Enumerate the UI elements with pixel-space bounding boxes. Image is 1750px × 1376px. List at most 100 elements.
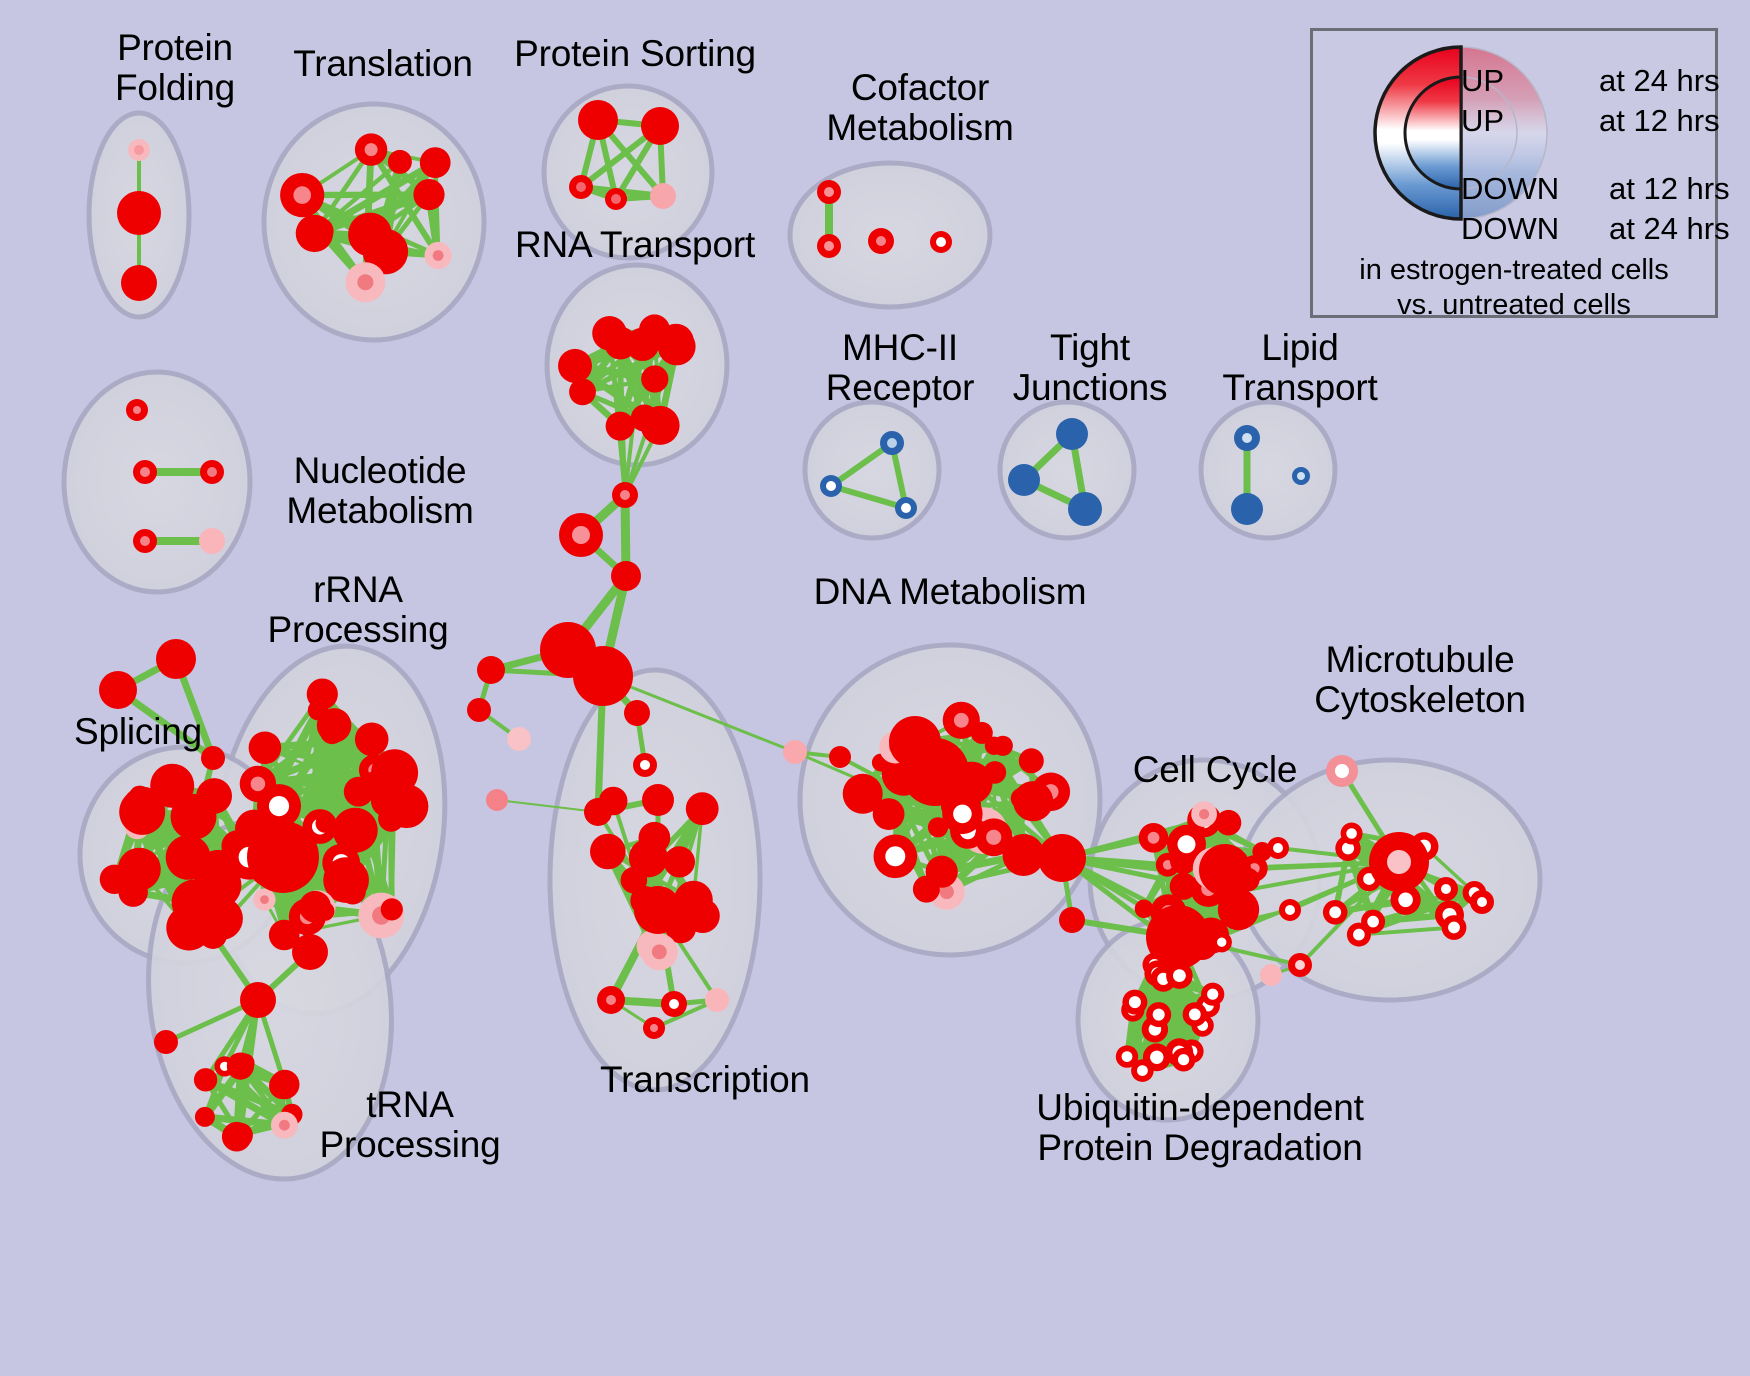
network-node xyxy=(240,982,276,1018)
node-inner-core xyxy=(1441,884,1451,894)
node-inner-core xyxy=(669,999,679,1009)
node-outer-ring xyxy=(658,323,694,360)
network-node xyxy=(1215,809,1242,836)
node-outer-ring xyxy=(378,805,405,832)
node-inner-core xyxy=(887,438,897,448)
node-inner-core xyxy=(1207,988,1219,1000)
node-outer-ring xyxy=(467,698,491,722)
network-node xyxy=(269,1072,296,1100)
node-inner-core xyxy=(1121,1051,1133,1062)
legend-time-1: at 12 hrs xyxy=(1599,103,1720,138)
node-inner-core xyxy=(901,503,911,513)
node-outer-ring xyxy=(872,798,905,830)
legend-direction-2: DOWN xyxy=(1461,171,1560,206)
node-outer-ring xyxy=(992,735,1013,756)
network-node xyxy=(345,262,386,303)
network-node xyxy=(1288,953,1312,977)
network-node xyxy=(1267,837,1289,859)
node-inner-core xyxy=(260,895,269,904)
network-node xyxy=(1115,1045,1139,1068)
node-inner-core xyxy=(620,490,630,500)
network-node xyxy=(642,784,674,816)
node-inner-core xyxy=(1346,828,1357,839)
node-inner-core xyxy=(953,804,972,824)
network-node xyxy=(117,191,161,235)
network-node xyxy=(605,188,627,210)
node-inner-core xyxy=(986,829,1002,845)
network-node xyxy=(280,173,325,218)
node-outer-ring xyxy=(121,265,157,301)
network-node xyxy=(133,529,157,553)
node-inner-core xyxy=(1199,809,1210,820)
network-node xyxy=(817,180,841,204)
network-node xyxy=(1322,900,1348,925)
network-node xyxy=(872,798,905,830)
node-outer-ring xyxy=(348,212,392,257)
node-outer-ring xyxy=(199,528,225,554)
node-outer-ring xyxy=(1260,964,1282,986)
network-node xyxy=(650,183,676,209)
network-node xyxy=(1434,877,1458,901)
node-outer-ring xyxy=(650,183,676,209)
network-node xyxy=(842,773,883,814)
cluster-blob-mhc-ii xyxy=(802,399,942,541)
node-outer-ring xyxy=(354,722,389,757)
node-inner-core xyxy=(936,237,946,247)
network-node xyxy=(1199,844,1251,896)
node-outer-ring xyxy=(1038,834,1086,882)
network-node xyxy=(199,528,225,554)
network-node xyxy=(569,175,593,199)
node-inner-core xyxy=(357,274,374,291)
network-node xyxy=(1146,905,1210,969)
network-node xyxy=(640,933,678,971)
network-node xyxy=(292,934,328,970)
node-inner-core xyxy=(1335,764,1349,778)
node-outer-ring xyxy=(221,1121,252,1152)
network-node xyxy=(1201,982,1225,1006)
network-node xyxy=(200,460,224,484)
node-inner-core xyxy=(1353,928,1365,941)
node-outer-ring xyxy=(640,405,680,445)
network-node xyxy=(1182,1002,1208,1027)
network-node xyxy=(1068,492,1102,526)
node-inner-core xyxy=(133,406,141,414)
network-node xyxy=(1260,964,1282,986)
node-inner-core xyxy=(939,884,954,900)
network-node xyxy=(1279,899,1301,921)
node-inner-core xyxy=(1273,843,1283,853)
network-node xyxy=(974,818,1013,857)
network-edge xyxy=(388,815,395,913)
cluster-blob-lipid-transport xyxy=(1198,399,1338,541)
network-edge xyxy=(828,483,909,511)
node-inner-core xyxy=(1150,1050,1164,1065)
node-outer-ring xyxy=(1008,464,1040,496)
node-inner-core xyxy=(1448,921,1460,934)
cluster-blob-protein-sorting xyxy=(541,83,715,261)
node-outer-ring xyxy=(598,786,628,816)
network-edge xyxy=(317,192,432,234)
network-edge xyxy=(1141,860,1401,911)
node-outer-ring xyxy=(154,1030,178,1054)
node-outer-ring xyxy=(1010,787,1033,810)
network-node xyxy=(558,348,592,383)
network-node xyxy=(685,898,720,933)
network-node xyxy=(221,1121,252,1152)
node-outer-ring xyxy=(1002,834,1045,876)
network-node xyxy=(942,701,980,739)
network-node xyxy=(820,475,842,497)
node-inner-core xyxy=(1177,835,1196,854)
node-outer-ring xyxy=(590,833,626,870)
node-outer-ring xyxy=(1217,888,1260,931)
network-node xyxy=(829,746,851,768)
network-node xyxy=(467,698,491,722)
node-outer-ring xyxy=(413,179,445,211)
node-outer-ring xyxy=(248,731,282,765)
network-node xyxy=(1369,832,1429,892)
node-outer-ring xyxy=(842,773,883,814)
network-node xyxy=(605,411,635,441)
network-node xyxy=(196,849,241,894)
node-outer-ring xyxy=(578,100,618,140)
node-outer-ring xyxy=(634,886,682,934)
node-inner-core xyxy=(650,1024,658,1032)
node-outer-ring xyxy=(1169,872,1197,900)
